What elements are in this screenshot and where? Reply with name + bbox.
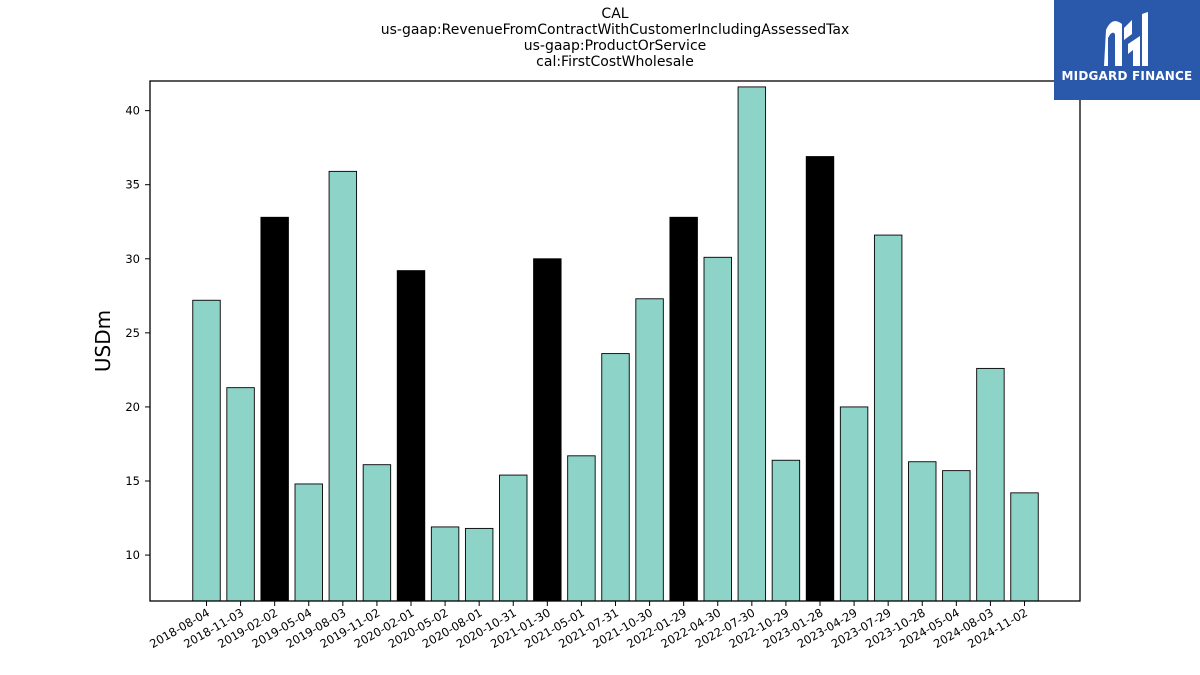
y-axis-label: USDm: [91, 310, 115, 372]
chart-title-line-4: cal:FirstCostWholesale: [536, 54, 694, 70]
chart-title-line-1: CAL: [601, 6, 629, 22]
bar-2019-08-03: [328, 170, 358, 602]
bar-2021-07-31: [601, 353, 630, 602]
bar-2020-05-02: [430, 526, 460, 602]
bar-2022-01-29: [669, 216, 698, 602]
midgard-finance-logo: MIDGARD FINANCE: [1054, 0, 1200, 100]
bar-2023-07-29: [873, 234, 903, 602]
chart-title: CAL us-gaap:RevenueFromContractWithCusto…: [0, 6, 1200, 70]
bar-2023-10-28: [908, 461, 937, 602]
bar-2021-10-30: [635, 298, 664, 602]
midgard-logo-icon: [1104, 12, 1148, 66]
bar-2021-05-01: [567, 455, 596, 602]
chart-title-line-2: us-gaap:RevenueFromContractWithCustomerI…: [380, 22, 850, 38]
y-tick-label-30: 30: [125, 252, 140, 266]
y-tick-label-35: 35: [125, 178, 140, 192]
bar-2020-02-01: [396, 270, 426, 602]
bar-2019-02-02: [260, 216, 289, 602]
bar-2020-08-01: [464, 527, 494, 602]
bar-2018-08-04: [192, 299, 221, 602]
bar-2024-05-04: [942, 470, 971, 602]
bar-2023-04-29: [839, 406, 869, 602]
bar-2019-11-02: [362, 464, 392, 602]
bar-2023-01-28: [805, 156, 835, 602]
bar-2024-11-02: [1010, 492, 1039, 602]
bar-2019-05-04: [294, 483, 323, 602]
y-tick-label-15: 15: [125, 474, 140, 488]
bar-2018-11-03: [226, 387, 255, 602]
logo-text: MIDGARD FINANCE: [1061, 69, 1193, 83]
bar-2021-01-30: [533, 258, 562, 602]
bar-2022-07-30: [737, 86, 767, 602]
y-tick-label-40: 40: [125, 104, 140, 118]
bar-2022-10-29: [771, 459, 801, 602]
y-tick-label-25: 25: [125, 326, 140, 340]
y-tick-label-10: 10: [125, 548, 140, 562]
bar-2022-04-30: [703, 256, 732, 602]
bar-2020-10-31: [499, 474, 528, 602]
bar-2024-08-03: [976, 367, 1005, 602]
chart-title-line-3: us-gaap:ProductOrService: [523, 38, 707, 54]
y-tick-label-20: 20: [125, 400, 140, 414]
